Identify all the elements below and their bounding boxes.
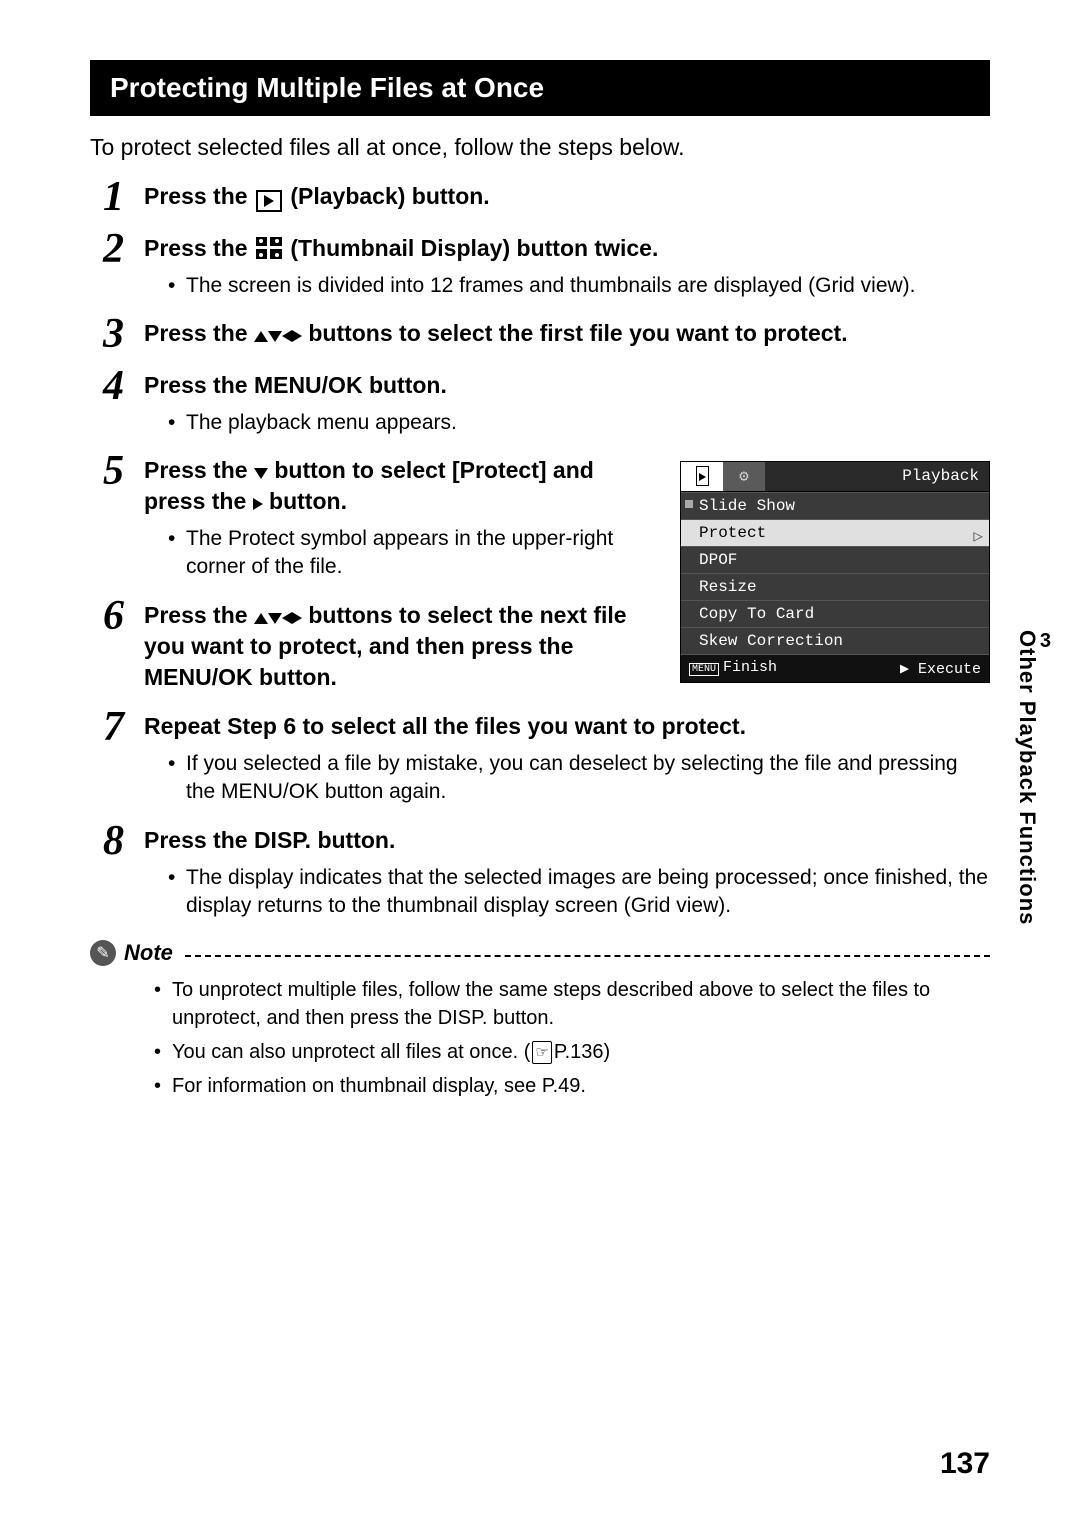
step-title: Press the button to select [Protect] and… xyxy=(144,455,660,517)
menu-tab-playback-icon xyxy=(681,462,723,491)
text: (Thumbnail Display) button twice. xyxy=(290,235,658,261)
text: Press the xyxy=(144,457,254,483)
step-number: 6 xyxy=(90,600,124,634)
menu-item: Resize xyxy=(681,574,989,601)
menu-footer: MENU Finish ▶ Execute xyxy=(681,655,989,682)
step-detail: The display indicates that the selected … xyxy=(168,864,990,921)
text: Press the xyxy=(144,320,254,346)
thumbnail-icon xyxy=(256,237,282,259)
step-1: 1 Press the (Playback) button. xyxy=(90,181,990,215)
note-block: ✎ Note To unprotect multiple files, foll… xyxy=(90,940,990,1100)
step-detail: The playback menu appears. xyxy=(168,409,990,437)
step-detail: The Protect symbol appears in the upper-… xyxy=(168,525,660,582)
note-icon: ✎ xyxy=(90,940,116,966)
menu-item: Slide Show xyxy=(681,492,989,520)
text: (Playback) button. xyxy=(290,183,489,209)
dpad-icon xyxy=(254,602,302,628)
step-title: Press the DISP. button. xyxy=(144,825,990,856)
text: button. xyxy=(269,488,347,514)
step-number: 3 xyxy=(90,318,124,352)
text: Press the xyxy=(144,602,254,628)
side-tab: 3 Other Playback Functions xyxy=(1014,630,1052,925)
menu-tab-setup-icon: ⚙ xyxy=(723,462,765,491)
note-title: Note xyxy=(124,940,173,966)
page-number: 137 xyxy=(940,1447,990,1481)
step-number: 2 xyxy=(90,233,124,267)
menu-header-label: Playback xyxy=(765,462,989,491)
step-number: 5 xyxy=(90,455,124,489)
down-arrow-icon xyxy=(254,468,268,479)
chapter-number: 3 xyxy=(1040,630,1052,653)
step-5: 5 Press the button to select [Protect] a… xyxy=(90,455,660,582)
step-7: 7 Repeat Step 6 to select all the files … xyxy=(90,711,990,807)
step-title: Press the (Playback) button. xyxy=(144,181,990,212)
text: buttons to select the first file you wan… xyxy=(308,320,847,346)
menu-foot-right: ▶ Execute xyxy=(900,659,981,678)
step-detail: If you selected a file by mistake, you c… xyxy=(168,750,990,807)
step-8: 8 Press the DISP. button. The display in… xyxy=(90,825,990,921)
right-arrow-icon xyxy=(253,498,263,510)
reference-icon: ☞ xyxy=(532,1041,551,1064)
chapter-label: Other Playback Functions xyxy=(1015,630,1040,925)
note-item: You can also unprotect all files at once… xyxy=(154,1038,990,1066)
step-number: 4 xyxy=(90,370,124,404)
step-3: 3 Press the buttons to select the first … xyxy=(90,318,990,352)
dpad-icon xyxy=(254,320,302,346)
step-6: 6 Press the buttons to select the next f… xyxy=(90,600,660,693)
menu-item: Skew Correction xyxy=(681,628,989,655)
intro-text: To protect selected files all at once, f… xyxy=(90,134,990,161)
menu-item: Copy To Card xyxy=(681,601,989,628)
text: Press the xyxy=(144,183,254,209)
step-title: Press the buttons to select the next fil… xyxy=(144,600,660,693)
note-item: For information on thumbnail display, se… xyxy=(154,1072,990,1100)
text: Press the xyxy=(144,235,254,261)
menu-item: DPOF xyxy=(681,547,989,574)
step-detail: The screen is divided into 12 frames and… xyxy=(168,272,990,300)
step-4: 4 Press the MENU/OK button. The playback… xyxy=(90,370,990,437)
menu-items: Slide Show Protect▷ DPOF Resize Copy To … xyxy=(681,492,989,655)
section-header: Protecting Multiple Files at Once xyxy=(90,60,990,116)
playback-icon xyxy=(256,190,282,212)
note-divider xyxy=(185,955,990,957)
playback-menu-screenshot: ⚙ Playback Slide Show Protect▷ DPOF Resi… xyxy=(680,461,990,683)
menu-box-icon: MENU xyxy=(689,663,719,676)
menu-item-selected: Protect▷ xyxy=(681,520,989,547)
step-number: 7 xyxy=(90,711,124,745)
note-item: To unprotect multiple files, follow the … xyxy=(154,976,990,1032)
step-title: Repeat Step 6 to select all the files yo… xyxy=(144,711,990,742)
step-title: Press the (Thumbnail Display) button twi… xyxy=(144,233,990,264)
step-2: 2 Press the (Thumbnail Display) button t… xyxy=(90,233,990,300)
menu-foot-left: Finish xyxy=(723,659,777,676)
step-number: 1 xyxy=(90,181,124,215)
step-number: 8 xyxy=(90,825,124,859)
step-title: Press the buttons to select the first fi… xyxy=(144,318,990,349)
step-title: Press the MENU/OK button. xyxy=(144,370,990,401)
